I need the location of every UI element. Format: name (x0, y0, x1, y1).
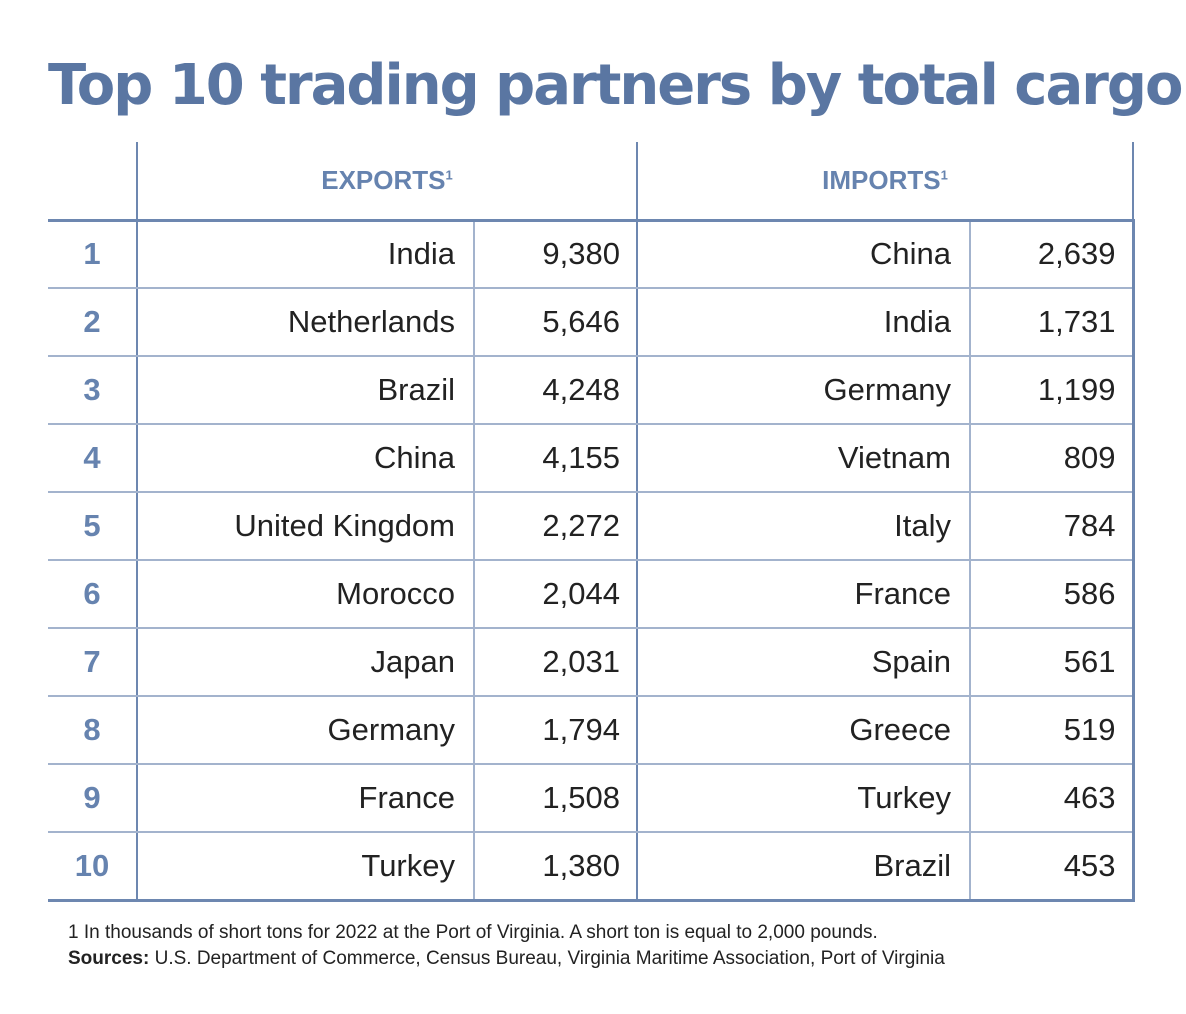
exports-header: EXPORTS1 (137, 142, 638, 222)
footnote-text: 1 In thousands of short tons for 2022 at… (68, 922, 878, 943)
import-value-cell: 1,731 (970, 288, 1135, 357)
rank-cell: 8 (48, 696, 138, 765)
import-value-cell: 519 (970, 696, 1135, 765)
export-value-cell: 2,272 (474, 492, 638, 561)
import-value-cell: 809 (970, 424, 1135, 493)
rank-cell: 1 (48, 220, 138, 289)
export-value-cell: 2,031 (474, 628, 638, 697)
table-row: 5 United Kingdom 2,272 Italy 784 (48, 492, 1135, 561)
import-country-cell: India (637, 288, 971, 357)
export-country-cell: Turkey (137, 832, 475, 902)
table-row: 3 Brazil 4,248 Germany 1,199 (48, 356, 1135, 425)
imports-footnote-mark: 1 (940, 167, 948, 183)
exports-footnote-mark: 1 (445, 167, 453, 183)
export-value-cell: 4,248 (474, 356, 638, 425)
import-country-cell: Germany (637, 356, 971, 425)
rank-cell: 3 (48, 356, 138, 425)
import-value-cell: 1,199 (970, 356, 1135, 425)
export-value-cell: 1,794 (474, 696, 638, 765)
export-country-cell: Japan (137, 628, 475, 697)
imports-header: IMPORTS1 (637, 142, 1134, 222)
export-value-cell: 9,380 (474, 220, 638, 289)
import-country-cell: Brazil (637, 832, 971, 902)
export-country-cell: China (137, 424, 475, 493)
table-row: 2 Netherlands 5,646 India 1,731 (48, 288, 1135, 357)
import-country-cell: Italy (637, 492, 971, 561)
imports-header-label: IMPORTS (822, 164, 941, 195)
table-row: 10 Turkey 1,380 Brazil 453 (48, 832, 1135, 902)
export-country-cell: India (137, 220, 475, 289)
import-value-cell: 2,639 (970, 220, 1135, 289)
trading-partners-table: EXPORTS1 IMPORTS1 1 India 9,380 China 2,639 2… (48, 142, 1135, 902)
exports-header-label: EXPORTS (321, 164, 446, 195)
export-value-cell: 4,155 (474, 424, 638, 493)
import-value-cell: 463 (970, 764, 1135, 833)
import-country-cell: Vietnam (637, 424, 971, 493)
rank-header-cell (48, 142, 138, 222)
export-value-cell: 1,380 (474, 832, 638, 902)
import-country-cell: France (637, 560, 971, 629)
rank-cell: 6 (48, 560, 138, 629)
table-row: 1 India 9,380 China 2,639 (48, 220, 1135, 289)
table-header-row: EXPORTS1 IMPORTS1 (48, 142, 1134, 222)
chart-title: Top 10 trading partners by total cargo (48, 53, 1183, 118)
table-row: 8 Germany 1,794 Greece 519 (48, 696, 1135, 765)
sources-line: Sources: U.S. Department of Commerce, Ce… (68, 946, 1168, 972)
import-value-cell: 453 (970, 832, 1135, 902)
export-country-cell: Netherlands (137, 288, 475, 357)
import-value-cell: 586 (970, 560, 1135, 629)
export-country-cell: Brazil (137, 356, 475, 425)
export-country-cell: United Kingdom (137, 492, 475, 561)
table-row: 6 Morocco 2,044 France 586 (48, 560, 1135, 629)
table-row: 4 China 4,155 Vietnam 809 (48, 424, 1135, 493)
sources-text: U.S. Department of Commerce, Census Bure… (149, 948, 945, 969)
export-value-cell: 2,044 (474, 560, 638, 629)
import-value-cell: 784 (970, 492, 1135, 561)
rank-cell: 7 (48, 628, 138, 697)
sources-label: Sources: (68, 948, 150, 969)
rank-cell: 5 (48, 492, 138, 561)
rank-cell: 2 (48, 288, 138, 357)
table-row: 9 France 1,508 Turkey 463 (48, 764, 1135, 833)
import-country-cell: Turkey (637, 764, 971, 833)
rank-cell: 10 (48, 832, 138, 902)
table-row: 7 Japan 2,031 Spain 561 (48, 628, 1135, 697)
export-value-cell: 1,508 (474, 764, 638, 833)
export-value-cell: 5,646 (474, 288, 638, 357)
export-country-cell: France (137, 764, 475, 833)
import-country-cell: Spain (637, 628, 971, 697)
rank-cell: 9 (48, 764, 138, 833)
footnote-block: 1 In thousands of short tons for 2022 at… (68, 920, 1168, 972)
export-country-cell: Germany (137, 696, 475, 765)
import-country-cell: China (637, 220, 971, 289)
export-country-cell: Morocco (137, 560, 475, 629)
import-value-cell: 561 (970, 628, 1135, 697)
import-country-cell: Greece (637, 696, 971, 765)
rank-cell: 4 (48, 424, 138, 493)
